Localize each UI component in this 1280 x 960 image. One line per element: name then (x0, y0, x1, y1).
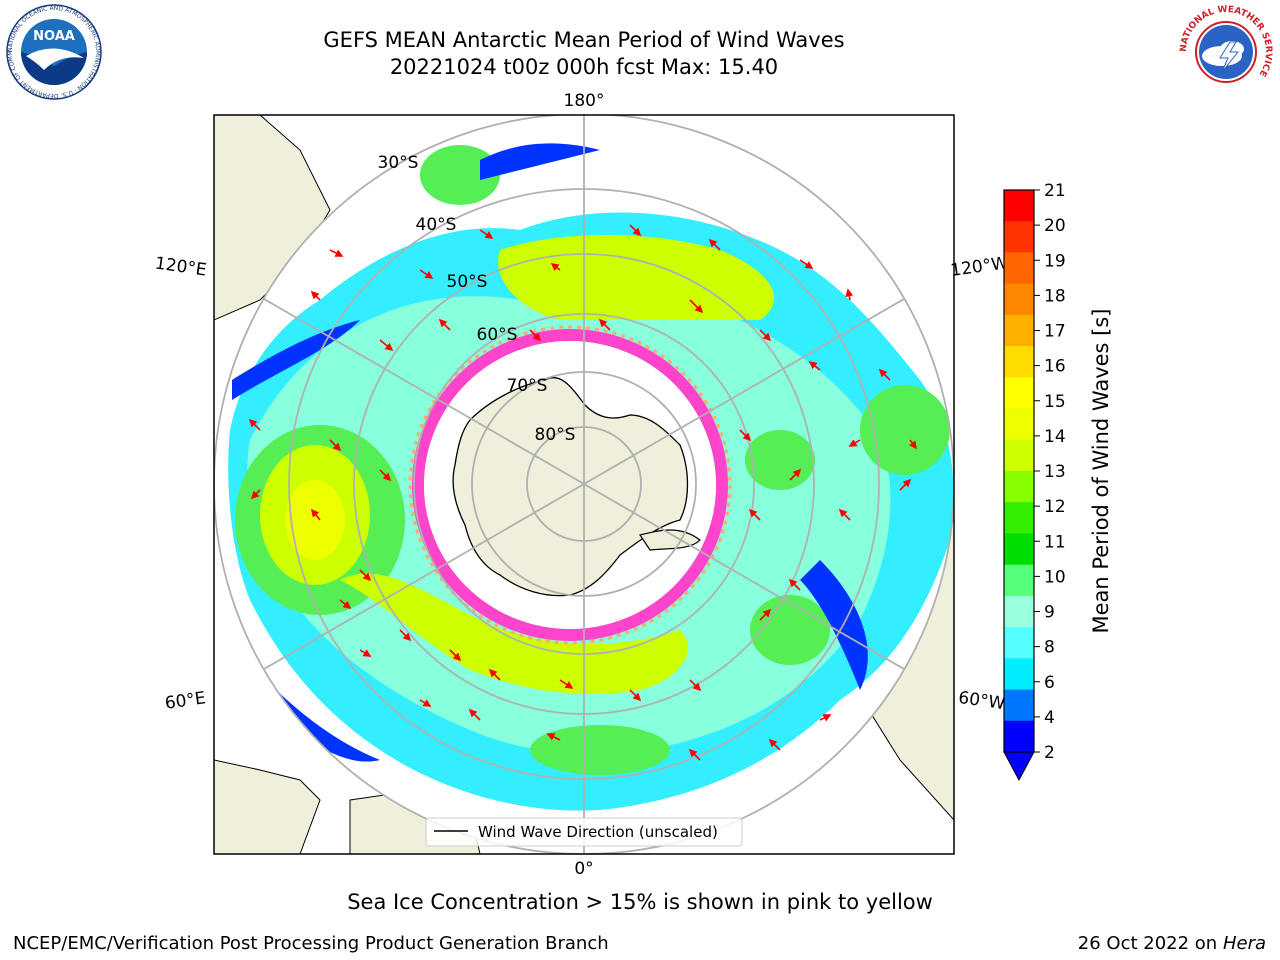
colorbar-tick-label: 6 (1044, 673, 1055, 693)
noaa-logo: NATIONAL OCEANIC AND ATMOSPHERIC ADMINIS… (4, 4, 102, 100)
colorbar-tick-label: 10 (1044, 567, 1066, 587)
lat-label-60s: 60°S (477, 325, 518, 345)
noaa-logo-text: NOAA (33, 29, 75, 44)
lon-label-120e: 120°E (154, 254, 208, 281)
colorbar-tick-label: 21 (1044, 181, 1066, 201)
colorbar-tick-label: 19 (1044, 251, 1066, 271)
sea-ice-ring (412, 329, 728, 641)
footer-host: Hera (1222, 933, 1266, 954)
lon-label-180: 180° (564, 91, 605, 111)
colorbar-segment (1004, 564, 1034, 597)
colorbar-tick-label: 18 (1044, 286, 1066, 306)
lon-label-0: 0° (574, 859, 593, 879)
colorbar-segment (1004, 408, 1034, 441)
colorbar-segment (1004, 377, 1034, 410)
colorbar-tick-label: 15 (1044, 392, 1066, 412)
colorbar-tick-label: 4 (1044, 708, 1055, 728)
map-legend: Wind Wave Direction (unscaled) (425, 817, 743, 847)
lat-label-40s: 40°S (416, 215, 457, 235)
colorbar-segment (1004, 314, 1034, 347)
colorbar-segment (1004, 252, 1034, 285)
lon-label-60e: 60°E (164, 688, 207, 713)
colorbar-underflow-arrow (1003, 751, 1035, 782)
lat-label-80s: 80°S (535, 425, 576, 445)
colorbar-tick-label: 9 (1044, 603, 1055, 623)
colorbar-segment (1004, 720, 1034, 753)
colorbar-segment (1004, 346, 1034, 378)
lat-label-50s: 50°S (447, 272, 488, 292)
graticule (214, 115, 954, 854)
colorbar-segment (1004, 471, 1034, 503)
colorbar-tick-label: 20 (1044, 216, 1066, 236)
page-subtitle: 20221024 t00z 000h fcst Max: 15.40 (389, 55, 779, 79)
map-caption: Sea Ice Concentration > 15% is shown in … (347, 890, 933, 914)
colorbar-segment (1004, 439, 1034, 472)
colorbar-segments (1004, 190, 1034, 753)
colorbar-label: Mean Period of Wind Waves [s] (1089, 309, 1113, 634)
colorbar-tick-label: 16 (1044, 357, 1066, 377)
colorbar-tick-label: 14 (1044, 427, 1066, 447)
colorbar-tick-label: 8 (1044, 638, 1055, 658)
colorbar-ticks: 21 20 19 18 17 16 15 14 13 12 11 10 9 8 6 4 2 (1034, 181, 1066, 763)
colorbar-tick-label: 13 (1044, 462, 1066, 482)
colorbar-tick-label: 12 (1044, 497, 1066, 517)
colorbar-segment (1004, 689, 1034, 722)
footer-date: 26 Oct 2022 on Hera (1078, 933, 1266, 954)
nws-logo: NATIONAL WEATHER SERVICE (1179, 5, 1273, 99)
lat-label-70s: 70°S (507, 376, 548, 396)
colorbar-segment (1004, 627, 1034, 659)
lat-label-30s: 30°S (378, 153, 419, 173)
colorbar-segment (1004, 221, 1034, 253)
footer-credit: NCEP/EMC/Verification Post Processing Pr… (13, 933, 609, 954)
page-title: GEFS MEAN Antarctic Mean Period of Wind … (323, 28, 845, 52)
colorbar-tick-label: 17 (1044, 322, 1066, 342)
colorbar-segment (1004, 595, 1034, 628)
colorbar-tick-label: 11 (1044, 532, 1066, 552)
colorbar-segment (1004, 283, 1034, 316)
legend-label: Wind Wave Direction (unscaled) (478, 823, 718, 841)
colorbar-segment (1004, 533, 1034, 566)
colorbar-tick-label: 2 (1044, 743, 1055, 763)
colorbar-segment (1004, 190, 1034, 222)
colorbar-segment (1004, 658, 1034, 691)
colorbar: 21 20 19 18 17 16 15 14 13 12 11 10 9 8 6 4 2 Mean Perio… (1003, 181, 1113, 782)
footer-date-text: 26 Oct 2022 on (1077, 933, 1218, 954)
colorbar-segment (1004, 502, 1034, 534)
wind-wave-arrows (248, 224, 917, 761)
